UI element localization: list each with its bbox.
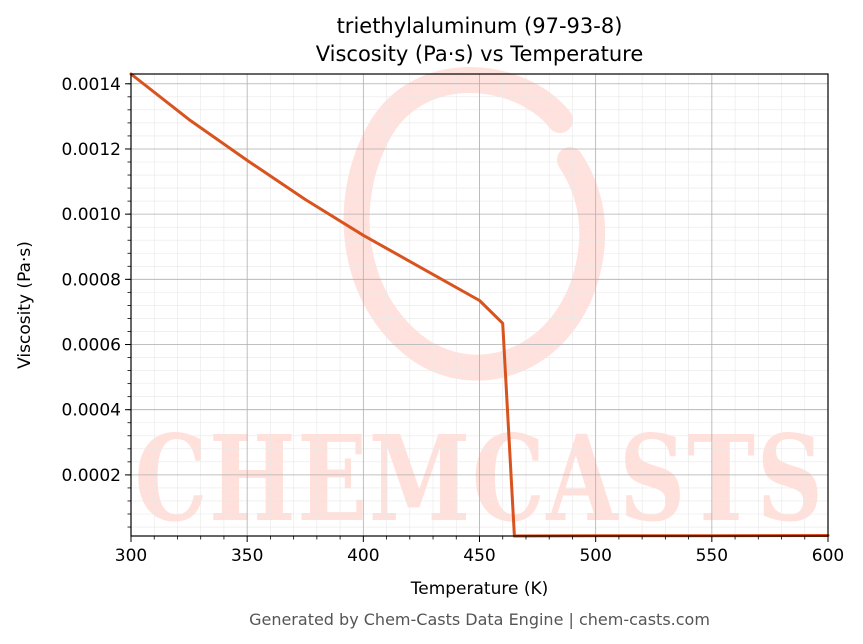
x-tick-label: 500 bbox=[579, 546, 611, 566]
x-tick-label: 600 bbox=[812, 546, 844, 566]
x-tick-label: 400 bbox=[347, 546, 379, 566]
x-tick-label: 450 bbox=[463, 546, 495, 566]
y-tick-label: 0.0008 bbox=[62, 270, 121, 290]
y-tick-label: 0.0010 bbox=[62, 205, 121, 225]
watermark-ring bbox=[343, 67, 606, 381]
x-tick-label: 350 bbox=[231, 546, 263, 566]
chart-title-line-2: Viscosity (Pa·s) vs Temperature bbox=[316, 42, 644, 66]
y-tick-label: 0.0004 bbox=[62, 401, 121, 421]
x-tick-label: 550 bbox=[696, 546, 728, 566]
watermark-text: CHEMCASTS bbox=[135, 409, 825, 548]
chart-title-line-1: triethylaluminum (97-93-8) bbox=[337, 14, 623, 38]
y-tick-label: 0.0002 bbox=[62, 466, 121, 486]
x-tick-label: 300 bbox=[115, 546, 147, 566]
y-axis-label: Viscosity (Pa·s) bbox=[15, 241, 35, 369]
chemcasts-watermark: CHEMCASTS bbox=[135, 67, 825, 548]
x-axis-ticks: 300 350 400 450 500 550 600 bbox=[115, 536, 844, 566]
y-tick-label: 0.0014 bbox=[62, 75, 121, 95]
x-axis-label: Temperature (K) bbox=[410, 579, 549, 599]
y-tick-label: 0.0006 bbox=[62, 336, 121, 356]
footer-credit: Generated by Chem-Casts Data Engine | ch… bbox=[249, 610, 710, 629]
y-tick-label: 0.0012 bbox=[62, 140, 121, 160]
y-axis-ticks: 0.0002 0.0004 0.0006 0.0008 0.0010 0.0012 0.00… bbox=[62, 75, 131, 528]
